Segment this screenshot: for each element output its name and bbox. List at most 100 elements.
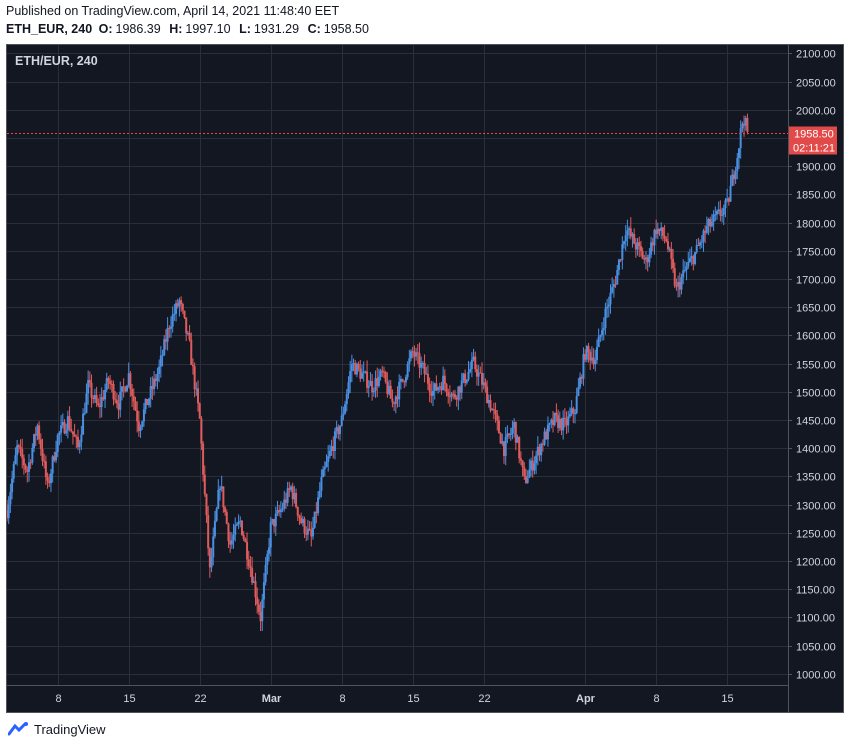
candle-body	[75, 436, 78, 438]
candle-body	[65, 430, 68, 434]
candle-body	[384, 371, 387, 382]
candle-body	[176, 303, 179, 307]
candle-body	[102, 397, 105, 400]
candle-body	[470, 359, 473, 369]
candle-body	[107, 378, 110, 382]
candle-body	[364, 371, 367, 373]
y-tick-label: 1800.00	[796, 219, 836, 231]
candle-body	[734, 171, 737, 180]
candle-body	[609, 292, 612, 305]
candle-body	[185, 317, 188, 334]
candle-body	[496, 414, 499, 421]
candle-body	[469, 368, 472, 372]
candle-body	[736, 158, 739, 172]
candle-body	[163, 339, 166, 356]
candle-body	[398, 381, 401, 400]
candle-body	[354, 363, 357, 375]
candle-body	[455, 397, 458, 400]
candle-body	[677, 281, 680, 287]
candle-body	[487, 400, 490, 404]
candle-body	[151, 386, 154, 390]
candle-body	[78, 442, 81, 448]
candle-body	[474, 356, 477, 370]
candle-body	[631, 233, 634, 237]
candle-body	[254, 581, 257, 598]
candle-body	[555, 412, 558, 416]
candle-body	[601, 330, 604, 336]
candle-body	[100, 397, 103, 407]
candle-body	[391, 398, 394, 403]
candle-body	[672, 258, 675, 269]
candle-body	[617, 259, 620, 271]
candle-body	[448, 396, 451, 398]
low-value: 1931.29	[253, 22, 300, 36]
candle-body	[516, 436, 519, 443]
candle-body	[526, 477, 529, 483]
candle-body	[60, 425, 63, 433]
candle-body	[546, 424, 549, 440]
candle-body	[188, 332, 191, 340]
candle-body	[719, 209, 722, 216]
x-tick-label: 15	[407, 693, 419, 705]
candle-body	[369, 380, 372, 386]
candle-body	[371, 380, 374, 393]
candle-body	[418, 353, 421, 368]
candle-body	[489, 400, 492, 411]
candle-body	[567, 416, 570, 426]
candle-body	[317, 497, 320, 514]
candle-body	[393, 402, 396, 404]
candle-body	[126, 385, 129, 392]
candle-body	[191, 364, 194, 367]
candle-body	[687, 261, 690, 267]
candle-body	[636, 242, 639, 250]
candle-body	[310, 529, 313, 537]
candle-body	[621, 244, 624, 260]
candle-body	[692, 256, 695, 265]
candle-body	[366, 371, 369, 388]
candle-body	[308, 528, 311, 530]
candle-body	[497, 420, 500, 434]
candle-body	[648, 254, 651, 263]
candle-body	[438, 386, 441, 388]
candle-body	[235, 524, 238, 526]
price-chart[interactable]: 1000.00 1050.00 1100.00 1150.00 1200.00 1250.…	[7, 45, 843, 712]
candle-body	[261, 599, 264, 622]
candle-body	[707, 219, 710, 227]
candle-body	[435, 383, 438, 391]
candle-body	[305, 533, 308, 535]
candle-body	[21, 449, 24, 459]
candle-body	[306, 528, 309, 535]
candle-body	[110, 383, 113, 385]
candle-body	[557, 415, 560, 428]
candle-body	[552, 419, 555, 425]
candle-body	[572, 408, 575, 414]
candle-body	[279, 509, 282, 513]
candle-body	[154, 378, 157, 382]
candle-body	[651, 242, 654, 246]
candle-body	[702, 230, 705, 242]
candle-body	[700, 241, 703, 243]
candle-body	[553, 412, 556, 425]
candle-body	[543, 431, 546, 445]
candle-body	[721, 214, 724, 216]
candle-body	[367, 385, 370, 388]
candle-body	[38, 425, 41, 440]
candle-body	[332, 446, 335, 452]
candle-body	[136, 410, 139, 422]
candle-body	[563, 417, 566, 420]
candle-body	[115, 400, 118, 404]
candle-body	[499, 433, 502, 444]
candle-body	[421, 363, 424, 365]
tradingview-logo[interactable]: TradingView	[8, 721, 106, 737]
candle-body	[48, 480, 51, 484]
candle-body	[148, 398, 150, 406]
candle-body	[122, 386, 125, 388]
candle-body	[528, 469, 531, 478]
x-tick-label: Mar	[262, 693, 282, 705]
y-tick-label: 2050.00	[796, 78, 836, 90]
candle-body	[475, 369, 478, 377]
candle-body	[16, 445, 19, 456]
candle-body	[428, 383, 431, 392]
candle-body	[333, 431, 336, 452]
candle-body	[602, 328, 605, 331]
